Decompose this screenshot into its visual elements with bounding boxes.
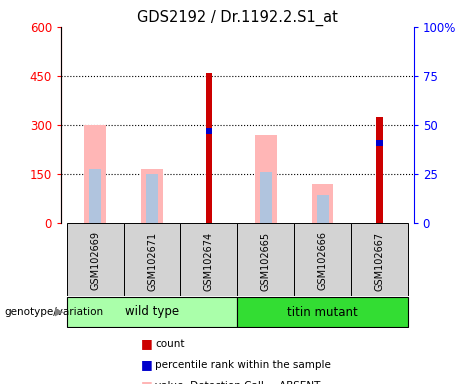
Text: titin mutant: titin mutant — [287, 306, 358, 318]
Text: wild type: wild type — [125, 306, 179, 318]
Bar — [141, 169, 163, 223]
Bar — [376, 117, 383, 223]
Bar — [260, 172, 272, 223]
Bar — [376, 140, 383, 146]
Bar — [351, 223, 408, 296]
Text: GSM102665: GSM102665 — [261, 232, 271, 291]
Bar — [294, 223, 351, 296]
Bar — [146, 174, 158, 223]
Bar — [124, 223, 180, 296]
Text: percentile rank within the sample: percentile rank within the sample — [155, 360, 331, 370]
Bar — [255, 135, 276, 223]
Text: GSM102667: GSM102667 — [375, 232, 384, 291]
Bar — [205, 128, 212, 134]
Text: genotype/variation: genotype/variation — [5, 307, 104, 317]
Bar — [237, 297, 408, 327]
Bar — [312, 184, 333, 223]
Text: count: count — [155, 339, 185, 349]
Title: GDS2192 / Dr.1192.2.S1_at: GDS2192 / Dr.1192.2.S1_at — [137, 9, 338, 25]
Bar — [89, 169, 101, 223]
Text: GSM102669: GSM102669 — [90, 232, 100, 290]
Text: ■: ■ — [141, 358, 153, 371]
Text: GSM102666: GSM102666 — [318, 232, 328, 290]
Bar — [317, 195, 329, 223]
Text: ■: ■ — [141, 379, 153, 384]
Text: GSM102671: GSM102671 — [147, 232, 157, 291]
Text: ■: ■ — [141, 337, 153, 350]
Text: ▶: ▶ — [55, 307, 63, 317]
Bar — [67, 297, 237, 327]
Bar — [67, 223, 124, 296]
Bar — [237, 223, 294, 296]
Bar — [85, 125, 106, 223]
Text: GSM102674: GSM102674 — [204, 232, 214, 291]
Text: value, Detection Call = ABSENT: value, Detection Call = ABSENT — [155, 381, 321, 384]
Bar — [180, 223, 237, 296]
Bar — [205, 73, 212, 223]
